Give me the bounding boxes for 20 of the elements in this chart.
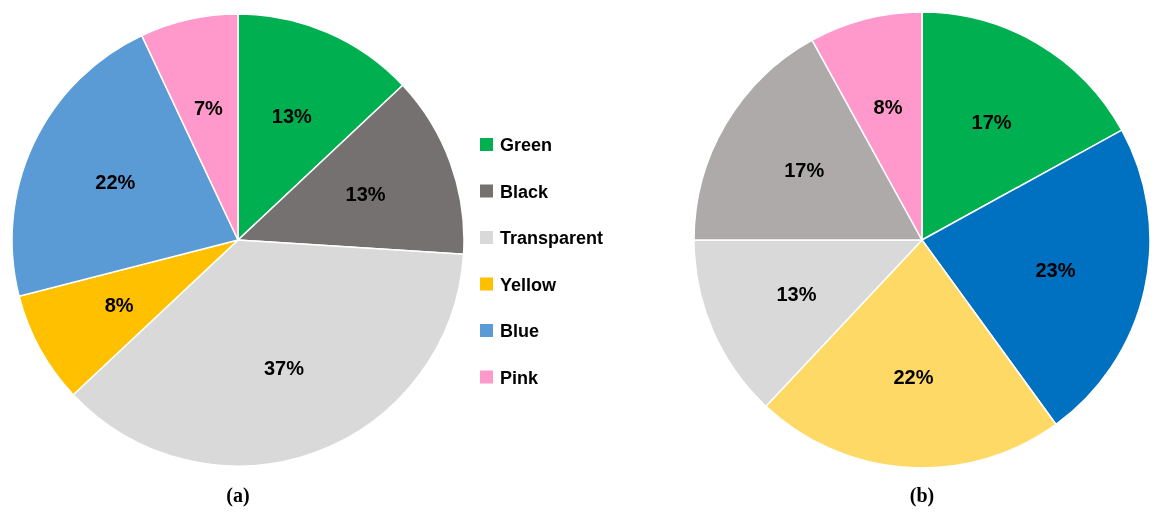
data-label: 7% <box>193 96 224 119</box>
data-label: 22% <box>893 365 934 388</box>
text: (a) <box>226 484 250 507</box>
data-label: 8% <box>873 96 903 119</box>
legend-label: Green <box>500 135 553 156</box>
legend-label: Blue <box>500 321 540 342</box>
data-label: 17% <box>971 111 1012 134</box>
text: (b) <box>909 484 935 507</box>
legend-label: Transparent <box>500 228 604 249</box>
data-label: 23% <box>1035 258 1076 281</box>
data-label: 17% <box>784 159 825 182</box>
legend-label: Yellow <box>500 274 558 295</box>
data-label: 37% <box>263 356 305 379</box>
legend-label: Black <box>500 181 550 202</box>
data-label: 13% <box>271 104 313 127</box>
data-label: 22% <box>95 171 136 194</box>
data-label: 13% <box>776 283 817 306</box>
legend-label: Pink <box>500 367 539 388</box>
data-label: 13% <box>345 183 386 206</box>
data-label: 8% <box>104 294 134 317</box>
